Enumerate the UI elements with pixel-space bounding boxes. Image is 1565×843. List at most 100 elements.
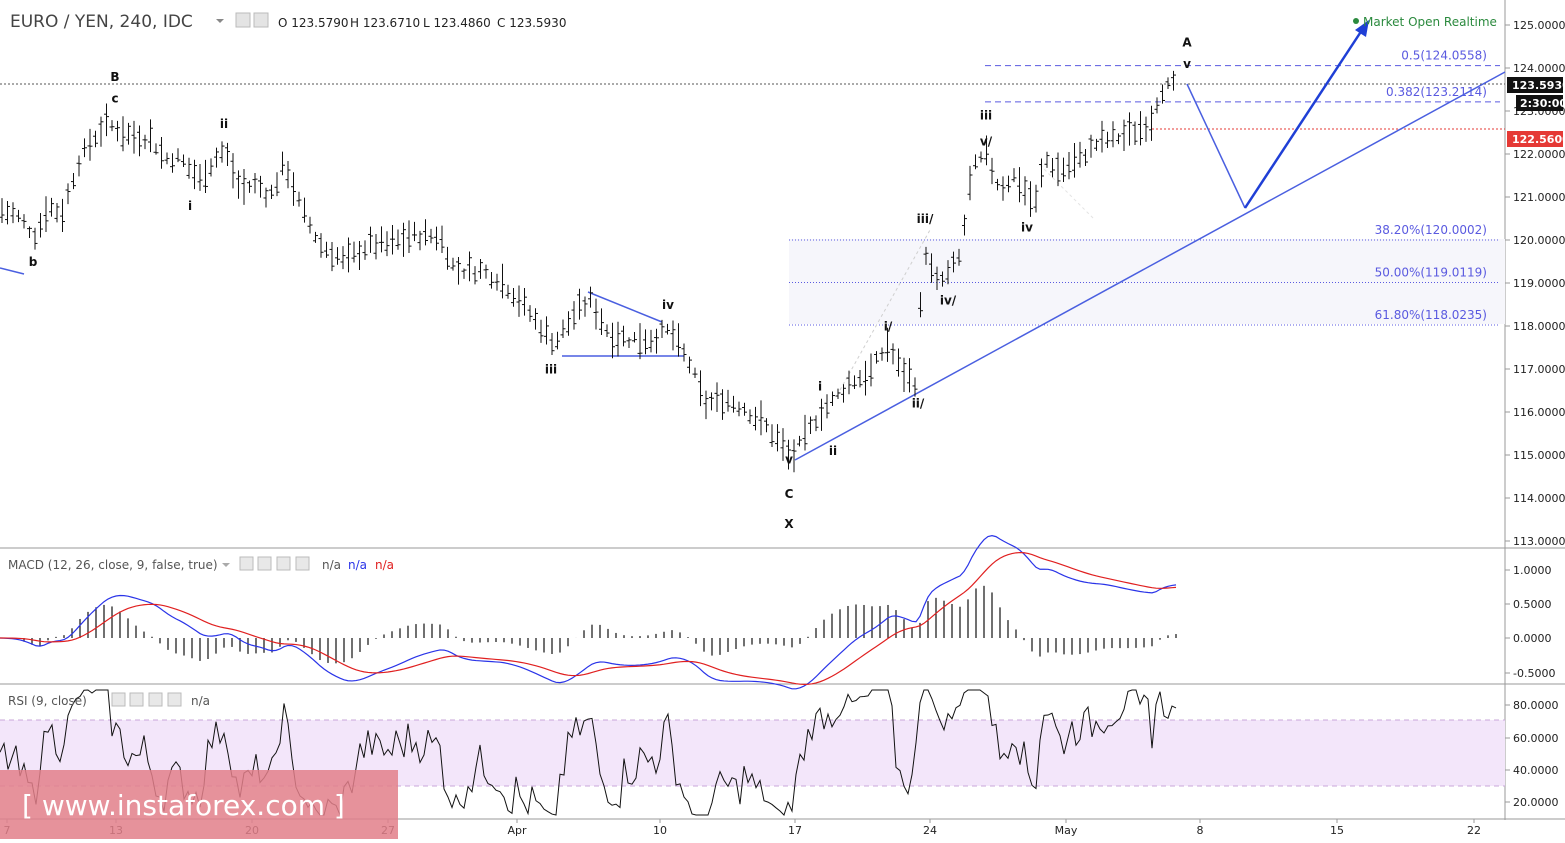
time-tick-label: 22 [1467,824,1481,837]
price-tick-label: 121.0000 [1513,191,1565,204]
rsi-tick-label: 20.0000 [1513,796,1559,809]
last-price-tag [1507,77,1563,93]
last-price-value: 123.5930 [1512,79,1565,92]
wave-label: ii [220,117,228,131]
macd-tick-label: 0.5000 [1513,598,1552,611]
eye-icon[interactable] [111,692,126,707]
macd-tick-label: -0.5000 [1513,667,1555,680]
price-tick-label: 116.0000 [1513,406,1565,419]
fib-label: 0.382(123.2114) [1386,85,1487,99]
triangle-upper-line[interactable] [587,291,663,323]
wave-label: iii/ [917,212,934,226]
forecast-drop-line[interactable] [1186,83,1246,209]
add-icon[interactable] [148,692,163,707]
chevron-down-icon[interactable] [222,563,230,567]
wave-label: c [111,91,118,105]
ohlc-open: O 123.5790 [278,16,349,30]
macd-label[interactable]: MACD (12, 26, close, 9, false, true) [8,558,218,572]
price-tick-label: 115.0000 [1513,449,1565,462]
macd-value-3: n/a [375,558,394,572]
wave-label: C [785,487,794,501]
time-tick-label: 10 [653,824,667,837]
stop-level-tag [1507,131,1563,147]
wave-label: iv [662,298,674,312]
macd-line [0,535,1177,690]
market-status[interactable]: Market Open Realtime [1363,15,1497,29]
price-tick-label: 117.0000 [1513,363,1565,376]
time-tick-label: 17 [788,824,802,837]
rsi-label[interactable]: RSI (9, close) [8,694,87,708]
price-tick-label: 119.0000 [1513,277,1565,290]
rsi-tick-label: 40.0000 [1513,764,1559,777]
watermark: [ www.instaforex.com ] [22,789,345,822]
projection-line-2 [1039,164,1096,221]
wave-label: i [818,380,822,394]
settings-icon[interactable] [253,12,269,28]
wave-label: iii [545,362,557,376]
macd-value-2: n/a [348,558,367,572]
price-tick-label: 122.0000 [1513,148,1565,161]
settings-icon[interactable] [257,556,272,571]
symbol-title[interactable]: EURO / YEN, 240, IDC [10,12,193,32]
price-tick-label: 120.0000 [1513,234,1565,247]
wave-label: v/ [980,134,993,148]
wave-label: ii [829,444,837,458]
wave-label: iv [1021,220,1033,234]
fib-zone [789,239,1505,324]
projection-line [839,229,931,391]
eye-icon[interactable] [239,556,254,571]
price-bars [0,70,1176,473]
stop-level-value: 122.5600 [1512,133,1565,146]
wave-label: v [785,453,793,467]
time-tick-label: 24 [923,824,937,837]
macd-tick-label: 1.0000 [1513,564,1552,577]
wave-label: iv/ [940,294,957,308]
macd-axis[interactable]: 1.0000 0.5000 0.0000 -0.5000 [1505,564,1555,680]
trend-line[interactable] [794,71,1506,461]
market-status-dot-icon [1353,18,1359,24]
close-icon[interactable] [167,692,182,707]
price-tick-label: 113.0000 [1513,535,1565,548]
forecast-arrowhead [1355,20,1369,37]
rsi-axis[interactable]: 80.0000 60.0000 40.0000 20.0000 [1505,699,1559,809]
wave-label: ii/ [912,397,925,411]
fib-label: 38.20%(120.0002) [1375,223,1487,237]
countdown-value: 2:30:00 [1520,97,1565,110]
ohlc-low: L 123.4860 [423,16,491,30]
time-tick-label: 15 [1330,824,1344,837]
time-tick-label: 8 [1197,824,1204,837]
macd-signal-line [0,551,1177,686]
macd-tick-label: 0.0000 [1513,632,1552,645]
rsi-value: n/a [191,694,210,708]
fib-label: 50.00%(119.0119) [1375,265,1487,279]
settings-icon[interactable] [129,692,144,707]
price-tick-label: 118.0000 [1513,320,1565,333]
chevron-down-icon[interactable] [216,19,224,23]
rsi-tick-label: 60.0000 [1513,732,1559,745]
wave-label: X [784,517,794,531]
time-tick-label: Apr [507,824,527,837]
price-tick-label: 125.0000 [1513,19,1565,32]
macd-value-1: n/a [322,558,341,572]
fib-levels: 0.5(124.0558) 0.382(123.2114) 38.20%(120.0… [789,49,1500,326]
macd-series [0,535,1177,690]
forecast-rise-arrow[interactable] [1243,26,1366,209]
trend-line-left[interactable] [0,267,25,275]
wave-label: b [29,255,38,269]
close-icon[interactable] [295,556,310,571]
price-axis[interactable]: 125.0000124.0000123.0000122.0000121.0000… [1505,19,1565,548]
ohlc-high: H 123.6710 [350,16,420,30]
wave-label: iii [980,109,992,123]
watermark-box [0,770,398,839]
countdown-tag [1516,95,1563,111]
wave-label: B [110,70,119,84]
eye-icon[interactable] [235,12,251,28]
price-tick-label: 114.0000 [1513,492,1565,505]
price-tick-label: 124.0000 [1513,62,1565,75]
wave-label: i [188,199,192,213]
ohlc-close: C 123.5930 [497,16,566,30]
add-icon[interactable] [276,556,291,571]
